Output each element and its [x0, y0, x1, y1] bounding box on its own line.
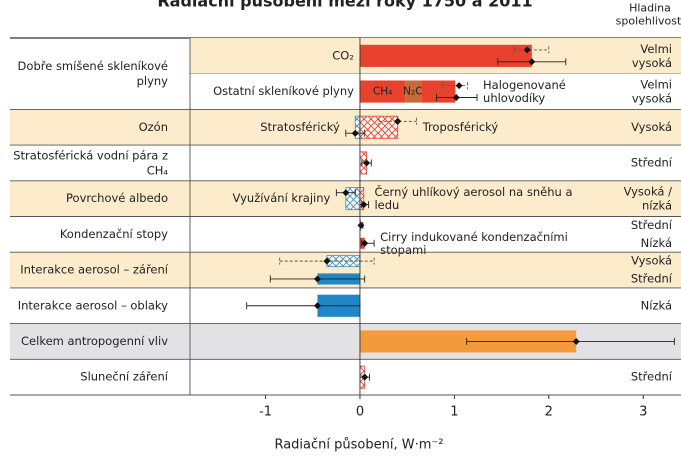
- confidence-label: Střední: [631, 155, 673, 169]
- segment-label: CH₄: [373, 86, 392, 98]
- forcing-bar: [359, 80, 406, 103]
- mark-layer: Hladina spolehlivosti Velmi vysoká CO₂ Velmi v…: [10, 2, 681, 453]
- row-label: Interakce aerosol – oblaky: [18, 298, 168, 312]
- forcing-bar: [345, 187, 361, 211]
- x-tick-label: 1: [450, 405, 458, 420]
- item-label: Využívání krajiny: [233, 191, 331, 205]
- best-estimate: [528, 58, 536, 66]
- item-label: Troposférický: [422, 120, 499, 134]
- best-estimate: [357, 221, 365, 229]
- item-label: Cirry indukované kondenzačními stopami: [380, 229, 568, 256]
- best-estimate: [523, 46, 531, 54]
- best-estimate: [342, 189, 350, 197]
- row-label: Povrchové albedo: [66, 191, 168, 205]
- confidence-header: Hladina spolehlivosti: [616, 2, 681, 28]
- forcing-bar: [359, 44, 532, 67]
- x-tick-label: 2: [545, 405, 553, 420]
- best-estimate: [313, 302, 321, 310]
- confidence-label: Nízká: [641, 298, 672, 312]
- x-tick-label: -1: [259, 405, 272, 420]
- row-background: [10, 145, 681, 181]
- forcing-bar: [421, 80, 456, 103]
- x-axis-title: Radiační působení, W·m⁻²: [274, 438, 443, 453]
- row-background: [10, 359, 681, 395]
- best-estimate: [360, 201, 368, 209]
- row-label: Stratosférická vodní pára z CH₄: [13, 148, 168, 177]
- confidence-label: Nízká: [641, 236, 672, 250]
- best-estimate: [361, 239, 369, 247]
- item-label: Stratosférický: [260, 120, 340, 134]
- best-estimate: [323, 257, 331, 265]
- item-label: Černý uhlíkový aerosol na sněhu a ledu: [374, 184, 572, 212]
- confidence-label: Vysoká / nízká: [624, 184, 673, 212]
- best-estimate: [313, 275, 321, 283]
- best-estimate: [351, 129, 359, 137]
- row-background: [10, 109, 681, 146]
- confidence-label: Vysoká: [631, 120, 672, 134]
- confidence-label: Střední: [631, 370, 673, 384]
- best-estimate: [361, 373, 369, 381]
- confidence-label: Velmi vysoká: [632, 77, 672, 105]
- best-estimate: [452, 94, 460, 101]
- confidence-label: Střední: [631, 271, 673, 285]
- best-estimate: [394, 117, 402, 125]
- confidence-label: Střední: [631, 218, 673, 232]
- chart-title: Radiační působení mezi roky 1750 a 2011: [157, 0, 532, 11]
- confidence-label: Vysoká: [631, 254, 672, 268]
- item-label: CO₂: [332, 48, 354, 62]
- x-tick-label: 3: [639, 405, 647, 420]
- item-label: Halogenované uhlovodíky: [483, 78, 566, 105]
- best-estimate: [572, 337, 580, 345]
- row-background: [10, 216, 681, 253]
- row-label: Kondenzační stopy: [60, 227, 168, 241]
- best-estimate: [363, 159, 371, 167]
- segment-label: N₂O: [403, 86, 423, 98]
- row-label: Interakce aerosol – záření: [20, 263, 169, 277]
- forcing-bar: [405, 80, 422, 103]
- row-label: Dobře smíšené skleníkové plyny: [18, 59, 169, 88]
- x-tick-label: 0: [356, 405, 364, 420]
- row-label: Celkem antropogenní vliv: [21, 334, 168, 348]
- row-label: Ozón: [139, 120, 168, 134]
- item-label: Ostatní skleníkové plyny: [213, 84, 354, 98]
- row-label: Sluneční záření: [80, 370, 169, 384]
- best-estimate: [455, 82, 463, 90]
- confidence-label: Velmi vysoká: [632, 41, 672, 69]
